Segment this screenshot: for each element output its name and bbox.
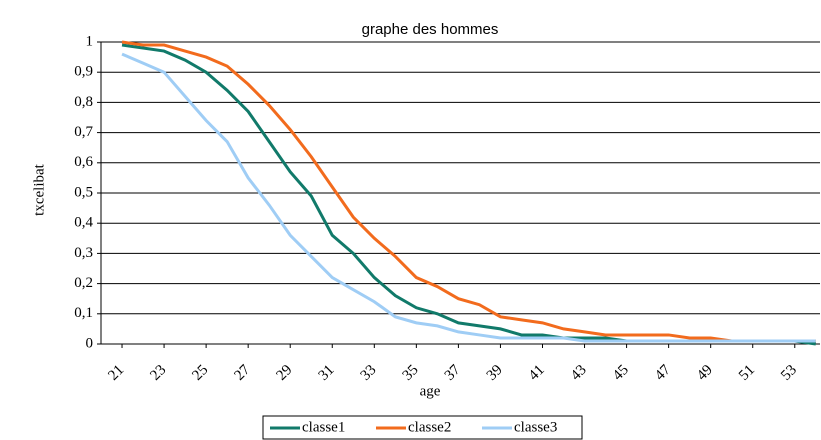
y-tick-label: 0,8 xyxy=(74,94,93,110)
x-tick-label: 51 xyxy=(736,362,758,384)
y-tick-label: 0,9 xyxy=(74,64,93,80)
x-tick-label: 45 xyxy=(610,362,632,384)
y-tick-label: 0,4 xyxy=(74,215,93,231)
y-tick-label: 0,2 xyxy=(74,275,93,291)
y-tick-label: 0,1 xyxy=(74,305,93,321)
y-axis-label: txcelibat xyxy=(31,163,47,215)
y-tick-label: 0 xyxy=(86,335,94,351)
x-tick-label: 43 xyxy=(568,362,590,384)
x-tick-label: 39 xyxy=(484,362,506,384)
x-tick-label: 25 xyxy=(189,362,211,384)
series-line xyxy=(121,52,816,343)
x-tick-label: 27 xyxy=(232,362,254,384)
x-tick-label: 23 xyxy=(147,362,169,384)
x-tick-label: 47 xyxy=(652,362,674,384)
legend-label: classe2 xyxy=(408,419,451,435)
x-tick-label: 53 xyxy=(778,362,800,384)
y-tick-label: 0,6 xyxy=(74,154,93,170)
y-tick-label: 0,7 xyxy=(74,124,93,140)
series-line xyxy=(121,40,816,343)
x-tick-label: 49 xyxy=(694,362,716,384)
series-line xyxy=(121,43,817,346)
legend-label: classe1 xyxy=(302,419,345,435)
x-tick-label: 41 xyxy=(526,362,548,384)
chart-title: graphe des hommes xyxy=(362,21,499,38)
y-tick-label: 0,3 xyxy=(74,245,93,261)
y-tick-label: 1 xyxy=(86,33,94,49)
legend-label: classe3 xyxy=(514,419,557,435)
x-tick-label: 37 xyxy=(442,362,464,384)
legend-box xyxy=(262,415,583,440)
x-tick-label: 33 xyxy=(358,362,380,384)
x-tick-label: 31 xyxy=(316,362,338,384)
x-tick-label: 21 xyxy=(105,362,127,384)
y-tick-label: 0,5 xyxy=(74,184,93,200)
x-axis-label: age xyxy=(420,383,441,399)
x-tick-label: 35 xyxy=(400,362,422,384)
x-tick-label: 29 xyxy=(274,362,296,384)
